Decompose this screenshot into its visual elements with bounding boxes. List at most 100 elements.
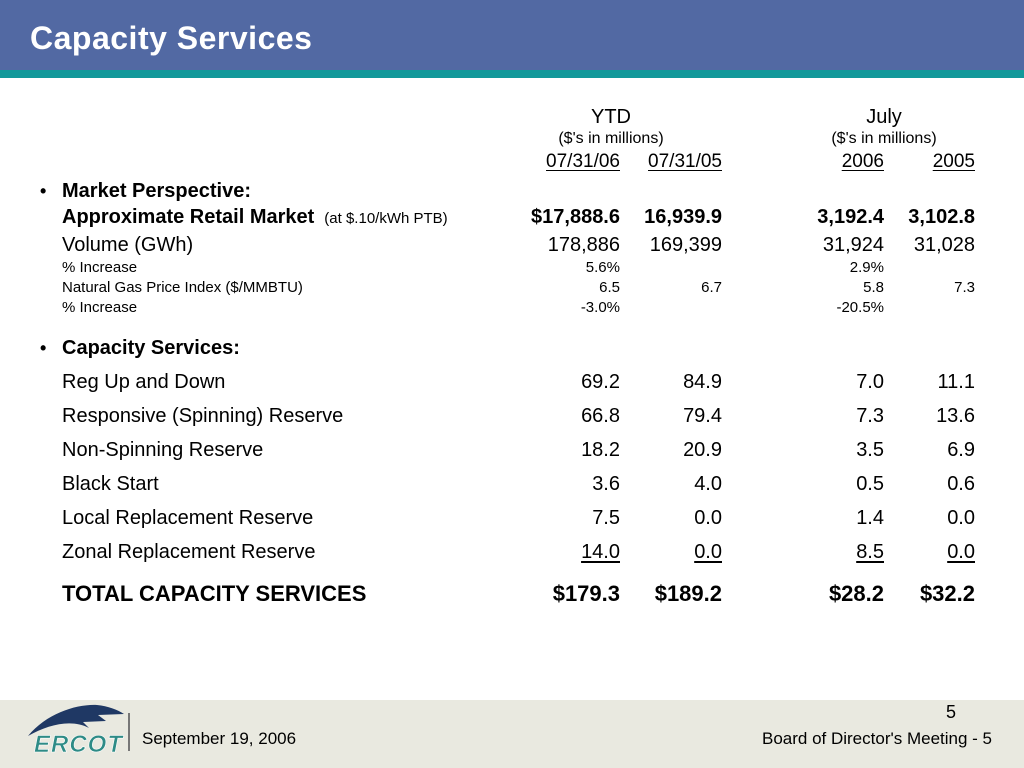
column-group-july: July [866, 106, 902, 128]
value-col-3: 7.3 [954, 279, 975, 296]
row-label: • Market Perspective: [30, 178, 500, 204]
value-col-3: 6.9 [947, 439, 975, 461]
row-label-text: Reg Up and Down [62, 371, 226, 393]
table-row: Volume (GWh) 178,886 169,399 31,924 31,028 [30, 232, 990, 258]
value-col-0: 69.2 [581, 371, 620, 393]
value-col-3: 13.6 [936, 405, 975, 427]
value-col-0: $17,888.6 [531, 206, 620, 228]
value-col-2: 31,924 [822, 234, 884, 256]
date-header-3: 2005 [932, 151, 975, 172]
value-col-2: 5.8 [863, 279, 884, 296]
value-col-1: 0.0 [694, 541, 722, 563]
table-row: Natural Gas Price Index ($/MMBTU) 6.5 6.7 5… [30, 278, 990, 298]
value-col-0: 3.6 [592, 473, 620, 495]
bullet-icon: • [40, 181, 47, 201]
value-col-3: 11.1 [937, 371, 975, 393]
row-label-note: (at $.10/kWh PTB) [324, 210, 448, 227]
value-col-3: 0.0 [947, 507, 975, 529]
value-col-3: 0.0 [947, 541, 975, 563]
value-col-3: 3,102.8 [908, 206, 975, 228]
slide-footer: ERCOT September 19, 2006 5 Board of Dire… [0, 700, 1024, 768]
value-col-2: 7.3 [856, 405, 884, 427]
row-label-text: Zonal Replacement Reserve [62, 541, 316, 563]
row-label: Local Replacement Reserve [30, 505, 500, 531]
value-col-0: 66.8 [581, 405, 620, 427]
date-header-0: 07/31/06 [546, 151, 620, 172]
value-col-2: $28.2 [828, 581, 884, 606]
row-label: % Increase [30, 258, 500, 278]
value-col-1: 4.0 [694, 473, 722, 495]
row-label-text: Local Replacement Reserve [62, 507, 314, 529]
row-label: Approximate Retail Market (at $.10/kWh PT… [30, 204, 500, 232]
row-label: Volume (GWh) [30, 232, 500, 258]
row-label-text: % Increase [62, 259, 138, 276]
row-label-text: Capacity Services: [62, 337, 240, 359]
column-subtitle-row: ($'s in millions) ($'s in millions) [30, 128, 990, 150]
value-col-1: 79.4 [683, 405, 722, 427]
table-row: % Increase 5.6% 2.9% [30, 258, 990, 278]
value-col-2: 2.9% [849, 259, 884, 276]
value-col-0: $179.3 [552, 581, 620, 606]
value-col-1: 6.7 [701, 279, 722, 296]
financial-table: YTD July ($'s in millions) ($'s in millions… [30, 100, 990, 608]
table-row: Local Replacement Reserve 7.5 0.0 1.4 0.0 [30, 505, 990, 531]
date-header-1: 07/31/05 [648, 151, 722, 172]
footer-meeting-label: Board of Director's Meeting - 5 [761, 729, 992, 748]
row-label: % Increase [30, 298, 500, 318]
logo-wordmark: ERCOT [34, 731, 124, 758]
row-label-text: Non-Spinning Reserve [62, 439, 264, 461]
table-row: • Market Perspective: [30, 178, 990, 204]
july-units-label: ($'s in millions) [831, 130, 937, 147]
value-col-1: 20.9 [683, 439, 722, 461]
row-label-text: Approximate Retail Market [62, 206, 315, 228]
value-col-0: 18.2 [581, 439, 620, 461]
row-label: Responsive (Spinning) Reserve [30, 403, 500, 429]
row-label-text: % Increase [62, 299, 138, 316]
row-label: TOTAL CAPACITY SERVICES [30, 580, 500, 608]
value-col-2: 3.5 [856, 439, 884, 461]
value-col-2: 3,192.4 [817, 206, 884, 228]
table-row: Responsive (Spinning) Reserve 66.8 79.4 7.3… [30, 403, 990, 429]
value-col-0: 5.6% [585, 259, 620, 276]
value-col-1: 169,399 [649, 234, 722, 256]
value-col-0: 6.5 [599, 279, 620, 296]
table-row: Approximate Retail Market (at $.10/kWh PT… [30, 204, 990, 232]
row-label: Reg Up and Down [30, 369, 500, 395]
table-row: Black Start 3.6 4.0 0.5 0.6 [30, 471, 990, 497]
value-col-0: 7.5 [592, 507, 620, 529]
value-col-0: 14.0 [581, 541, 620, 563]
value-col-2: 1.4 [856, 507, 884, 529]
table-row: % Increase -3.0% -20.5% [30, 298, 990, 318]
ercot-logo: ERCOT [28, 704, 124, 758]
row-label: Non-Spinning Reserve [30, 437, 500, 463]
row-label-text: Natural Gas Price Index ($/MMBTU) [62, 279, 303, 296]
date-header-row: 07/31/06 07/31/05 2006 2005 [30, 150, 990, 174]
row-label: Black Start [30, 471, 500, 497]
table-row: Reg Up and Down 69.2 84.9 7.0 11.1 [30, 369, 990, 395]
row-label: Zonal Replacement Reserve [30, 539, 500, 565]
row-label-text: Black Start [62, 473, 159, 495]
value-col-3: $32.2 [919, 581, 975, 606]
value-col-0: -3.0% [580, 299, 620, 316]
footer-divider [128, 713, 130, 751]
date-header-2: 2006 [841, 151, 884, 172]
bullet-icon: • [40, 338, 47, 358]
slide-header: Capacity Services [0, 0, 1024, 70]
row-label-text: Responsive (Spinning) Reserve [62, 405, 344, 427]
row-label-text: Market Perspective: [62, 180, 251, 202]
row-label-text: TOTAL CAPACITY SERVICES [62, 581, 367, 606]
value-col-1: 0.0 [694, 507, 722, 529]
slide-title: Capacity Services [30, 20, 313, 56]
lightning-bolt-icon [28, 704, 124, 736]
table-row: Non-Spinning Reserve 18.2 20.9 3.5 6.9 [30, 437, 990, 463]
value-col-2: -20.5% [836, 299, 884, 316]
table-row: Zonal Replacement Reserve 14.0 0.0 8.5 0.0 [30, 539, 990, 565]
ytd-units-label: ($'s in millions) [558, 130, 664, 147]
value-col-2: 7.0 [856, 371, 884, 393]
footer-date: September 19, 2006 [142, 729, 297, 748]
header-accent-bar [0, 70, 1024, 78]
row-label: • Capacity Services: [30, 335, 500, 361]
table-row: • Capacity Services: [30, 335, 990, 361]
column-group-ytd: YTD [591, 106, 631, 128]
